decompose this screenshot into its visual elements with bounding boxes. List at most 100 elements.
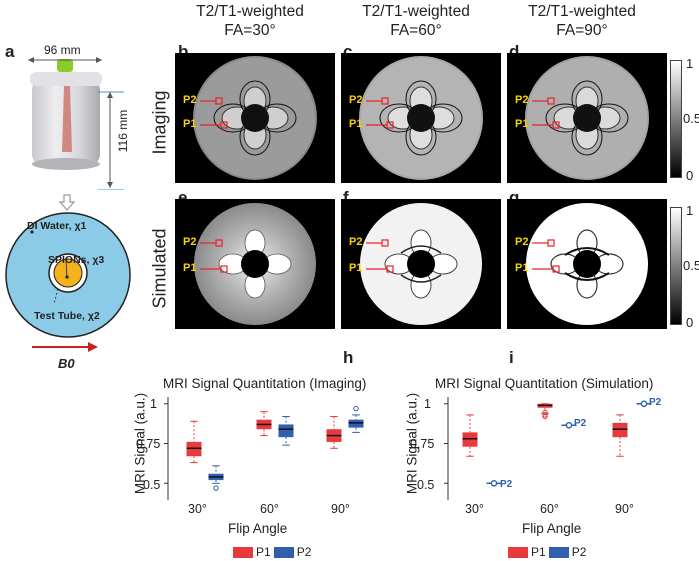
column-title-line1: T2/T1-weighted — [362, 3, 470, 20]
legend-imaging: P1 P2 — [233, 545, 311, 559]
ytick: 0.5 — [417, 478, 435, 492]
panel-label-c: c — [343, 42, 353, 61]
legend-simulation: P1 P2 — [508, 545, 586, 559]
legend-label-p2: P2 — [571, 545, 587, 559]
chart-title-imaging: MRI Signal Quantitation (Imaging) — [163, 376, 367, 391]
column-title-fa90: T2/T1-weighted FA=90° — [502, 2, 662, 40]
p1-tag: P1 — [349, 262, 363, 274]
colorbar-tick: 0.5 — [683, 258, 699, 273]
legend-swatch-p2 — [273, 546, 294, 558]
di-water-label: DI Water, χ1 — [27, 220, 87, 232]
box-body — [278, 424, 294, 438]
xlabel-imaging: Flip Angle — [228, 521, 288, 536]
b0-label: B0 — [58, 356, 75, 371]
bottle-shoulder — [30, 72, 102, 86]
legend-swatch-p1 — [233, 546, 253, 558]
bottle-cap — [57, 59, 73, 72]
p2-tag: P2 — [183, 236, 197, 248]
box-outlier — [542, 412, 548, 418]
panel-label-e: e — [178, 188, 188, 207]
legend-swatch-p1 — [508, 546, 528, 558]
test-tube-in-bottle — [62, 86, 72, 152]
ytick: 1 — [150, 397, 157, 411]
panel-label-h: h — [343, 348, 354, 367]
p2-annotation: P2 — [574, 418, 587, 429]
xtick: 60° — [540, 502, 559, 516]
panel-label-i: i — [509, 348, 514, 367]
ytick: 1 — [424, 397, 431, 411]
mri-image-simulated-fa90 — [507, 199, 667, 329]
box-outlier — [353, 405, 359, 412]
panel-label-a: a — [5, 42, 15, 61]
column-title-fa30: T2/T1-weighted FA=30° — [170, 2, 330, 40]
box-body — [186, 441, 202, 457]
p1-tag: P1 — [349, 118, 363, 130]
box-outlier — [490, 479, 498, 487]
xtick: 90° — [615, 502, 634, 516]
mri-image-simulated-fa30 — [175, 199, 335, 329]
box-outlier — [565, 421, 573, 429]
colorbar-tick: 0 — [686, 168, 694, 183]
column-title-line2: FA=30° — [224, 22, 276, 39]
p2-tag: P2 — [183, 94, 197, 106]
mri-image-imaging-fa60 — [341, 53, 501, 183]
colorbar-simulated — [670, 207, 682, 325]
dimension-lines — [28, 57, 124, 190]
bottle-base — [32, 158, 100, 170]
column-title-fa60: T2/T1-weighted FA=60° — [336, 2, 496, 40]
mri-image-imaging-fa90 — [507, 53, 667, 183]
box-body — [612, 422, 628, 438]
xlabel-simulation: Flip Angle — [522, 521, 582, 536]
column-title-line1: T2/T1-weighted — [528, 3, 636, 20]
xtick: 90° — [331, 502, 350, 516]
column-title-line2: FA=90° — [556, 22, 608, 39]
p1-tag: P1 — [183, 118, 197, 130]
p2-annotation: P2 — [500, 479, 513, 490]
panel-label-d: d — [509, 42, 520, 61]
panel-label-b: b — [178, 42, 189, 61]
p1-tag: P1 — [515, 118, 529, 130]
p1-tag: P1 — [183, 262, 197, 274]
test-tube-label: Test Tube, χ2 — [34, 310, 100, 322]
spions-core — [53, 258, 83, 288]
ytick: 0.75 — [410, 437, 435, 451]
legend-label-p2: P2 — [296, 545, 312, 559]
column-title-line1: T2/T1-weighted — [196, 3, 304, 20]
mri-image-simulated-fa60 — [341, 199, 501, 329]
colorbar-tick: 1 — [686, 203, 694, 218]
p2-annotation: P2 — [649, 397, 662, 408]
phantom-schematic — [5, 212, 131, 338]
box-body — [462, 432, 478, 447]
legend-swatch-p2 — [548, 546, 569, 558]
colorbar-tick: 0 — [686, 315, 694, 330]
box-outlier — [640, 400, 648, 408]
xtick: 30° — [188, 502, 207, 516]
colorbar-tick: 1 — [686, 56, 694, 71]
xtick: 30° — [465, 502, 484, 516]
roi-markers — [200, 97, 560, 273]
boxplot-simulation — [444, 397, 652, 500]
p2-tag: P2 — [349, 94, 363, 106]
box-body — [348, 419, 364, 428]
legend-label-p1: P1 — [531, 545, 546, 559]
panel-label-f: f — [343, 188, 349, 207]
boxplot-imaging — [164, 397, 364, 500]
chart-title-simulation: MRI Signal Quantitation (Simulation) — [435, 376, 654, 391]
p2-tag: P2 — [515, 236, 529, 248]
p2-tag: P2 — [349, 236, 363, 248]
phantom-photo — [30, 59, 102, 170]
ytick: 0.5 — [143, 478, 161, 492]
box-outlier — [213, 485, 219, 491]
p1-tag: P1 — [515, 262, 529, 274]
mri-image-imaging-fa30 — [175, 53, 335, 183]
colorbar-tick: 0.5 — [683, 111, 699, 126]
xtick: 60° — [260, 502, 279, 516]
panel-label-g: g — [509, 188, 520, 207]
b0-arrow-icon — [32, 342, 98, 352]
width-label: 96 mm — [44, 43, 81, 57]
ytick: 0.75 — [136, 437, 161, 451]
box-outlier — [542, 409, 548, 416]
p2-tag: P2 — [515, 94, 529, 106]
spions-label: SPIONs, χ3 — [48, 254, 105, 266]
down-arrow-icon — [58, 194, 76, 211]
